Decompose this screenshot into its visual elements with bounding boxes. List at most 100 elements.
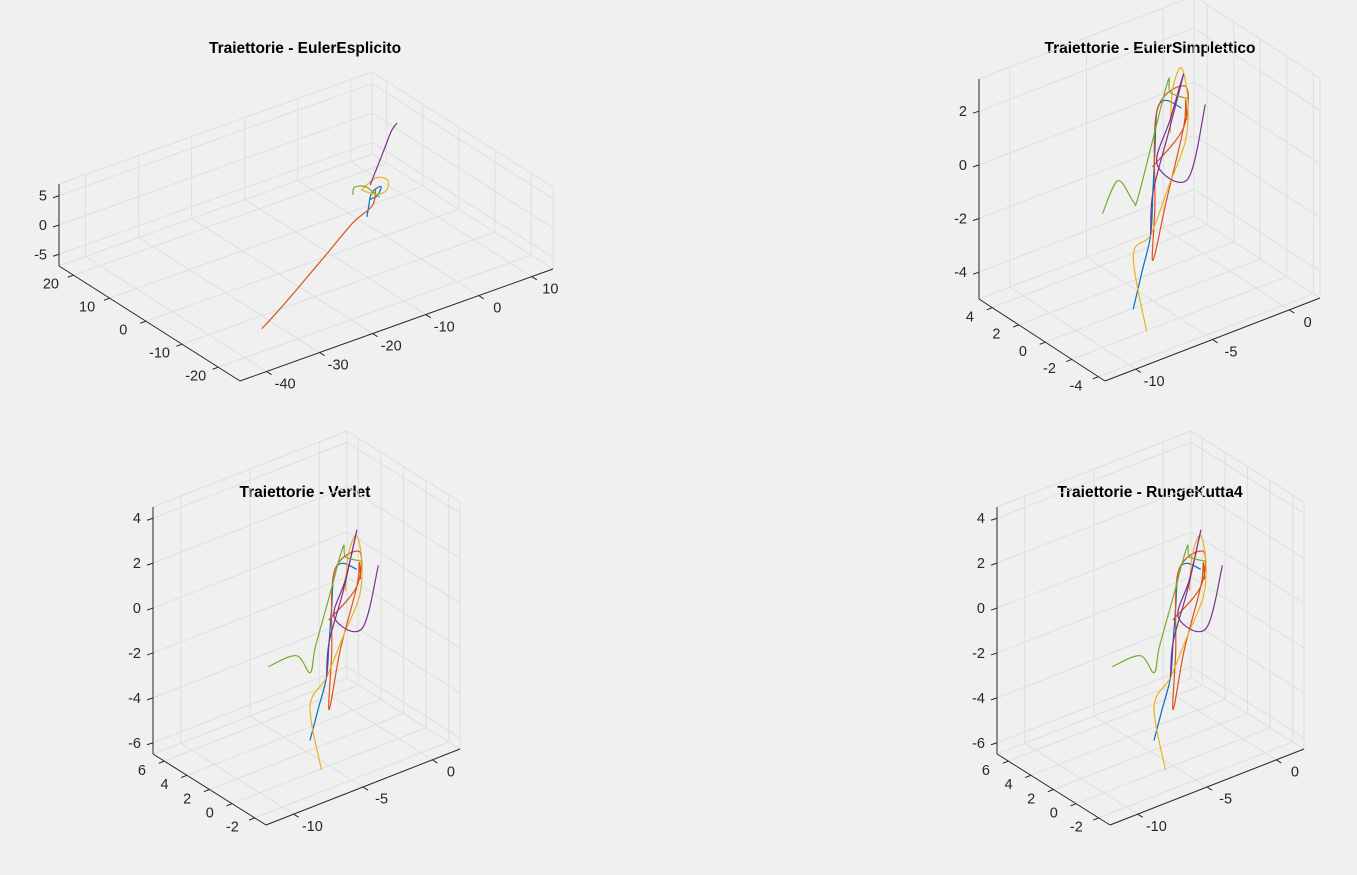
x-tick-label: -10 bbox=[302, 819, 323, 835]
y-tick-label: -4 bbox=[1070, 378, 1083, 394]
x-tick-label: -5 bbox=[1219, 792, 1232, 808]
grid-line bbox=[59, 84, 372, 196]
y-tick-label: 20 bbox=[43, 276, 59, 292]
x-tick-label: -10 bbox=[434, 319, 455, 335]
y-tick-label: -20 bbox=[185, 368, 206, 384]
y-tick-label: 4 bbox=[161, 777, 169, 793]
x-tick-label: -30 bbox=[328, 357, 349, 373]
trajectory-1 bbox=[310, 563, 356, 740]
x-tick bbox=[363, 787, 368, 790]
y-tick-label: 0 bbox=[1019, 344, 1027, 360]
pane-edge bbox=[372, 72, 553, 187]
z-tick-label: -5 bbox=[34, 247, 47, 263]
z-tick-label: 5 bbox=[39, 189, 47, 205]
y-tick-label: -2 bbox=[1070, 820, 1083, 836]
grid-line bbox=[110, 186, 423, 298]
subplot-rungekutta4[interactable]: Traiettorie - RungeKutta4 -10-50-20246-6… bbox=[972, 431, 1304, 836]
x-tick bbox=[432, 760, 437, 763]
y-tick bbox=[1040, 342, 1046, 344]
grid-line bbox=[1054, 714, 1248, 790]
grid-line bbox=[1194, 82, 1320, 164]
z-tick bbox=[53, 254, 59, 256]
pane-edge bbox=[372, 154, 553, 269]
y-tick bbox=[104, 298, 110, 300]
x-tick bbox=[320, 353, 325, 356]
grid-line bbox=[1087, 258, 1213, 340]
z-tick bbox=[147, 563, 153, 565]
x-tick bbox=[532, 277, 537, 280]
grid-line bbox=[192, 219, 373, 334]
y-tick bbox=[181, 775, 187, 777]
grid-line bbox=[992, 225, 1207, 308]
grid-line bbox=[1076, 728, 1270, 804]
x-tick-label: -5 bbox=[1224, 345, 1237, 361]
pane-edge bbox=[59, 154, 372, 266]
plot-title: Traiettorie - EulerSimplettico bbox=[1044, 40, 1255, 57]
y-tick bbox=[1025, 775, 1031, 777]
y-tick bbox=[204, 790, 210, 792]
x-tick-label: 0 bbox=[1304, 315, 1312, 331]
z-tick bbox=[53, 225, 59, 227]
grid-line bbox=[351, 162, 532, 277]
trajectory-1 bbox=[1154, 563, 1200, 740]
subplot-euler-simplettico[interactable]: Traiettorie - EulerSimplettico -10-50-4-… bbox=[954, 0, 1320, 394]
subplot-euler-esplicito[interactable]: Traiettorie - EulerEsplicito -40 -30 -20 -1… bbox=[34, 40, 558, 392]
trajectory-5 bbox=[1103, 78, 1188, 213]
grid-line bbox=[218, 255, 531, 367]
y-tick bbox=[140, 321, 146, 323]
y-tick-label: 6 bbox=[982, 763, 990, 779]
x-tick-label: -20 bbox=[381, 338, 402, 354]
y-tick-label: 4 bbox=[966, 309, 974, 325]
x-tick-label: -5 bbox=[375, 792, 388, 808]
plot-title: Traiettorie - Verlet bbox=[240, 484, 371, 501]
z-tick bbox=[991, 743, 997, 745]
y-tick bbox=[1093, 377, 1099, 379]
y-tick-label: -10 bbox=[149, 345, 170, 361]
z-tick bbox=[53, 196, 59, 198]
z-tick-label: -6 bbox=[128, 736, 141, 752]
grid-line bbox=[86, 257, 267, 372]
z-tick-label: 4 bbox=[977, 511, 985, 527]
grid-line bbox=[1072, 276, 1287, 359]
z-tick-label: -4 bbox=[954, 265, 967, 281]
y-tick bbox=[1048, 790, 1054, 792]
z-tick-label: 0 bbox=[39, 218, 47, 234]
z-tick-label: -4 bbox=[972, 691, 985, 707]
x-tick-label: 10 bbox=[542, 281, 558, 297]
x-tick bbox=[267, 372, 272, 375]
z-tick bbox=[973, 272, 979, 274]
z-tick-label: 0 bbox=[977, 601, 985, 617]
x-tick bbox=[1136, 369, 1141, 372]
z-tick-label: -2 bbox=[128, 646, 141, 662]
z-tick bbox=[991, 653, 997, 655]
pane-edge bbox=[1194, 0, 1320, 78]
z-tick-label: -6 bbox=[972, 736, 985, 752]
z-tick bbox=[991, 698, 997, 700]
grid-line bbox=[1194, 28, 1320, 110]
plot-title: Traiettorie - EulerEsplicito bbox=[209, 40, 401, 57]
subplot-verlet[interactable]: Traiettorie - Verlet -10-50-20246-6-4-20… bbox=[128, 431, 460, 836]
z-tick bbox=[147, 698, 153, 700]
grid-line bbox=[1099, 742, 1293, 818]
plot-title: Traiettorie - RungeKutta4 bbox=[1057, 484, 1243, 501]
z-tick-label: 2 bbox=[133, 556, 141, 572]
grid-line bbox=[372, 113, 553, 228]
y-tick bbox=[249, 818, 255, 820]
z-tick bbox=[973, 111, 979, 113]
x-tick-label: 0 bbox=[1291, 765, 1299, 781]
y-tick-label: 2 bbox=[183, 791, 191, 807]
grid-line bbox=[1019, 242, 1234, 325]
y-axis bbox=[59, 266, 240, 381]
y-tick bbox=[227, 804, 233, 806]
grid-line bbox=[1010, 287, 1136, 369]
x-tick bbox=[1213, 340, 1218, 343]
z-tick-label: 4 bbox=[133, 511, 141, 527]
z-tick-label: -2 bbox=[954, 212, 967, 228]
x-axis bbox=[240, 269, 553, 381]
y-tick-label: -2 bbox=[1043, 361, 1056, 377]
y-tick bbox=[68, 275, 74, 277]
y-tick bbox=[987, 308, 993, 310]
x-tick bbox=[1289, 310, 1294, 313]
grid-line bbox=[255, 742, 449, 818]
